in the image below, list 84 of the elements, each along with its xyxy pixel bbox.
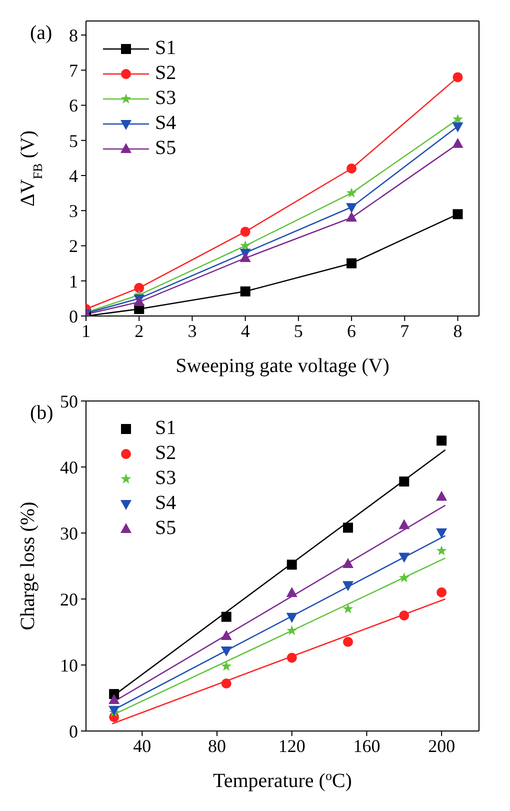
y-tick-label: 6 xyxy=(69,96,78,116)
point xyxy=(286,612,298,623)
point xyxy=(343,522,353,533)
y-tick-label: 3 xyxy=(69,201,78,222)
x-tick-label: 8 xyxy=(453,320,462,341)
legend-label: S3 xyxy=(155,87,176,110)
point xyxy=(342,603,354,614)
x-tick-label: 200 xyxy=(428,736,456,756)
point xyxy=(240,226,250,237)
y-tick-label: 0 xyxy=(69,721,78,742)
x-tick-label: 6 xyxy=(347,320,356,341)
point xyxy=(346,203,358,214)
x-axis-title: Temperature ($^{o}$C) xyxy=(213,768,352,792)
point xyxy=(134,282,144,293)
point xyxy=(399,476,410,487)
point xyxy=(220,646,232,656)
point xyxy=(452,122,464,132)
point xyxy=(398,552,410,563)
y-tick-label: 0 xyxy=(69,306,78,326)
point xyxy=(342,581,354,592)
x-tick-label: 1 xyxy=(82,320,90,341)
point xyxy=(240,252,251,262)
legend-label: S2 xyxy=(155,442,176,465)
legend-label: S2 xyxy=(155,62,176,85)
point xyxy=(240,240,251,250)
y-tick-label: 5 xyxy=(69,130,78,151)
y-tick-label: 30 xyxy=(60,523,78,544)
legend-label: S3 xyxy=(155,467,176,490)
point xyxy=(452,114,463,124)
x-axis-title: Sweeping gate voltage (V) xyxy=(176,355,390,377)
point xyxy=(286,652,297,663)
point xyxy=(346,258,357,268)
x-tick-label: 4 xyxy=(240,320,250,341)
point xyxy=(436,436,447,446)
point xyxy=(436,545,447,556)
point xyxy=(220,630,232,640)
point xyxy=(399,610,410,620)
x-tick-label: 3 xyxy=(188,320,197,341)
point xyxy=(286,587,298,598)
point xyxy=(346,212,358,222)
legend-label: S5 xyxy=(155,137,176,160)
x-tick-label: 160 xyxy=(353,736,380,756)
point xyxy=(343,636,353,647)
point xyxy=(452,138,464,148)
point xyxy=(286,560,297,570)
x-tick-label: 40 xyxy=(133,736,152,756)
y-tick-label: 20 xyxy=(60,589,78,610)
y-axis-title: Charge loss (%) xyxy=(17,502,39,630)
point xyxy=(342,558,354,568)
chart-title: (b) xyxy=(30,402,54,424)
point xyxy=(346,188,357,198)
point xyxy=(108,694,120,704)
x-tick-label: 2 xyxy=(134,320,144,341)
x-tick-label: 7 xyxy=(400,320,410,341)
point xyxy=(452,209,463,220)
y-tick-label: 2 xyxy=(69,236,78,256)
y-tick-label: 7 xyxy=(69,60,78,81)
chart-title: (a) xyxy=(30,22,52,44)
point xyxy=(398,572,410,582)
point xyxy=(436,528,448,538)
y-tick-label: 8 xyxy=(69,25,78,46)
y-tick-label: 40 xyxy=(60,457,78,478)
point xyxy=(436,587,447,598)
x-tick-label: 80 xyxy=(208,736,226,756)
y-tick-label: 4 xyxy=(69,166,78,186)
point xyxy=(221,612,232,622)
point xyxy=(240,286,250,296)
point xyxy=(346,164,357,174)
legend-label: S5 xyxy=(155,517,176,540)
legend-label: S4 xyxy=(155,492,176,515)
x-tick-label: 120 xyxy=(278,736,306,756)
point xyxy=(221,660,232,671)
point xyxy=(452,72,463,82)
legend-label: S4 xyxy=(155,112,176,135)
x-tick-label: 5 xyxy=(294,320,303,341)
legend-label: S1 xyxy=(155,37,176,60)
legend-label: S1 xyxy=(155,417,176,440)
y-tick-label: 10 xyxy=(60,655,78,676)
y-tick-label: 1 xyxy=(69,271,78,292)
point xyxy=(221,678,232,688)
point xyxy=(286,625,298,636)
point xyxy=(436,490,448,501)
point xyxy=(398,519,410,530)
y-tick-label: 50 xyxy=(60,391,78,412)
